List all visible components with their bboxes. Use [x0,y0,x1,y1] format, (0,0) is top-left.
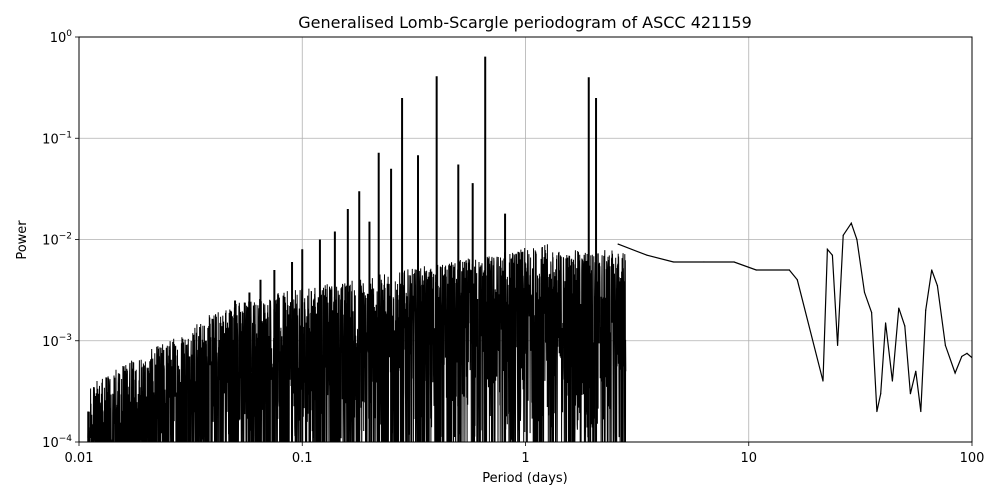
tail-point [898,307,900,309]
y-tick-label: 10−2 [42,232,72,249]
y-tick-label: 10−4 [42,434,72,451]
axis-ticks: 0.01 0.1 1 10 100 10−4 10−3 10−2 10−1 100 [42,29,984,466]
tail-point [836,344,839,346]
tail-point [822,380,824,382]
tail-point [755,269,757,271]
tail-point [831,254,834,256]
tail-point [826,248,828,250]
x-tick-label: 1 [521,451,529,466]
tail-point [703,261,705,263]
tail-point [961,355,963,358]
periodogram-series [87,56,972,442]
tail-point [617,243,619,245]
tail-point [904,325,906,327]
tail-point [672,261,675,263]
tail-point [944,344,946,346]
tail-point [880,393,882,395]
tail-point [936,285,939,287]
x-tick-label: 10 [740,451,757,466]
tail-point [856,238,858,241]
long-period-trace [617,221,972,412]
chart-title: Generalised Lomb-Scargle periodogram of … [298,13,752,32]
noise-trace [87,244,627,442]
tail-point [954,372,956,374]
tail-point [966,352,968,355]
tail-point [884,322,887,324]
tail-point [925,309,927,311]
x-axis-label: Period (days) [482,471,568,486]
y-tick-label: 10−3 [42,333,72,350]
tail-point [646,254,648,256]
tail-point [876,410,878,413]
tail-point [850,222,852,224]
tail-point [870,311,873,314]
tail-point [909,393,912,395]
x-tick-label: 100 [960,451,985,466]
tail-point [920,410,922,413]
y-tick-label: 10−1 [42,130,72,147]
x-tick-label: 0.1 [292,451,313,466]
x-tick-label: 0.01 [65,451,94,466]
tail-point [931,269,933,271]
tail-point [788,269,790,271]
tail-point [733,261,735,263]
tail-point [915,370,917,372]
y-tick-label: 100 [50,29,73,46]
tail-point [796,279,798,281]
tail-point [842,234,844,236]
tail-point [891,380,894,382]
y-axis-label: Power [15,220,30,260]
tail-point [863,291,866,294]
